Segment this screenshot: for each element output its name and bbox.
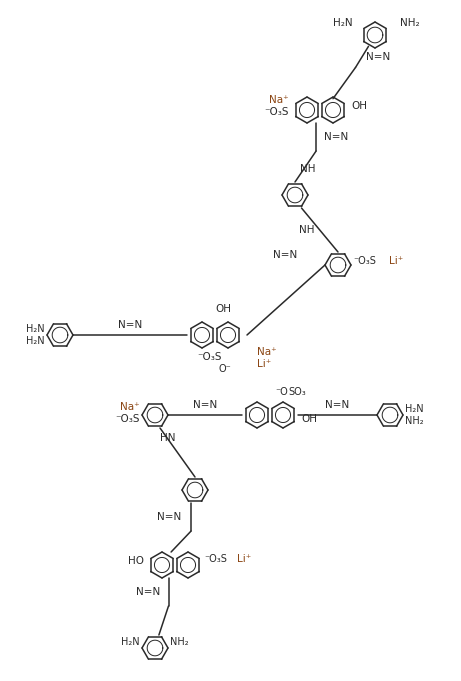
Text: N=N: N=N [157,512,181,522]
Text: ⁻O₃S: ⁻O₃S [353,256,376,266]
Text: ⁻O₃S: ⁻O₃S [116,414,140,424]
Text: N=N: N=N [136,587,160,597]
Text: Li⁺: Li⁺ [389,256,403,266]
Text: OH: OH [215,304,231,314]
Text: NH₂: NH₂ [400,18,420,28]
Text: HN: HN [160,433,176,443]
Text: O⁻: O⁻ [219,364,231,374]
Text: ⁻O₃S: ⁻O₃S [265,107,289,117]
Text: ⁻O₃S: ⁻O₃S [198,352,222,362]
Text: ⁻O: ⁻O [275,387,288,397]
Text: SO₃: SO₃ [288,387,306,397]
Text: Na⁺: Na⁺ [257,347,277,357]
Text: N=N: N=N [324,132,349,142]
Text: NH: NH [299,225,315,235]
Text: N=N: N=N [325,400,349,410]
Text: Na⁺: Na⁺ [120,402,140,412]
Text: NH₂: NH₂ [170,637,189,647]
Text: N=N: N=N [118,320,142,330]
Text: Na⁺: Na⁺ [269,95,289,105]
Text: Li⁺: Li⁺ [237,554,251,563]
Text: H₂N: H₂N [405,404,424,414]
Text: Li⁺: Li⁺ [257,359,271,369]
Text: NH: NH [300,164,315,174]
Text: ⁻O₃S: ⁻O₃S [204,554,227,563]
Text: NH₂: NH₂ [405,416,424,426]
Text: H₂N: H₂N [333,18,353,28]
Text: H₂N: H₂N [26,324,45,334]
Text: OH: OH [301,414,317,424]
Text: N=N: N=N [366,52,390,62]
Text: N=N: N=N [193,400,217,410]
Text: HO: HO [128,556,144,566]
Text: OH: OH [351,101,367,111]
Text: H₂N: H₂N [26,336,45,346]
Text: N=N: N=N [273,250,298,260]
Text: H₂N: H₂N [121,637,140,647]
